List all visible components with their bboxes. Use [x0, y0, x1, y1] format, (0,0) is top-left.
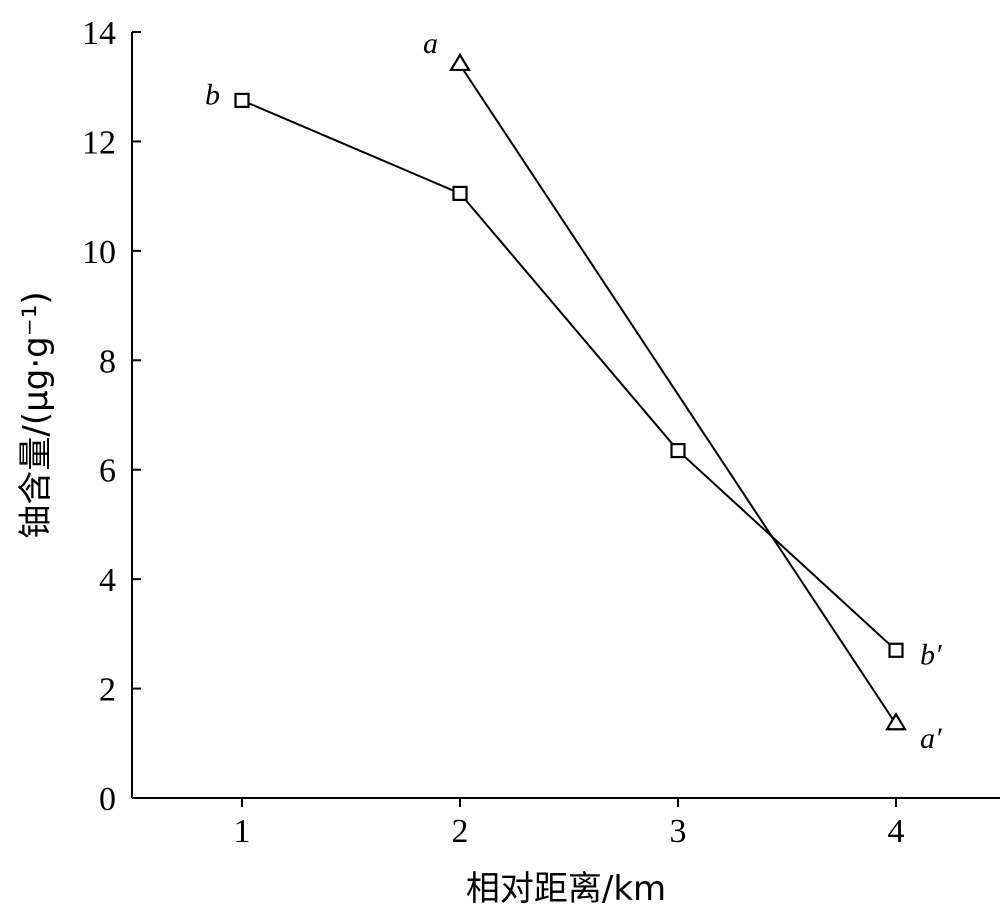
- x-tick-label: 2: [452, 813, 469, 850]
- triangle-marker: [449, 52, 471, 72]
- series-layer: a a′ b b′: [205, 27, 942, 755]
- series-line-square: [241, 99, 897, 652]
- series-triangle: a a′: [423, 27, 942, 755]
- y-tick-label: 6: [99, 453, 116, 490]
- y-tick-label: 8: [99, 343, 116, 380]
- series-start-label: b: [205, 78, 220, 111]
- series-start-label: a: [423, 27, 438, 60]
- x-tick-label: 4: [888, 813, 905, 850]
- x-tick-label: 1: [234, 813, 251, 850]
- series-line-triangle: [459, 64, 897, 725]
- square-marker: [670, 442, 686, 459]
- y-tick-label: 2: [99, 672, 116, 709]
- y-tick-label: 0: [99, 781, 116, 818]
- y-tick-label: 4: [99, 562, 116, 599]
- triangle-marker: [885, 712, 907, 731]
- series-end-label: b′: [920, 638, 942, 671]
- y-axis-title: 铀含量/(μg·g⁻¹): [16, 291, 56, 538]
- y-tick-label: 10: [82, 234, 116, 271]
- x-axis-title: 相对距离/km: [466, 869, 666, 909]
- square-marker: [888, 642, 904, 658]
- y-tick-label: 12: [82, 124, 116, 161]
- square-marker: [452, 185, 468, 202]
- x-tick-label: 3: [670, 813, 687, 850]
- series-end-label: a′: [920, 722, 942, 755]
- y-tick-label: 14: [82, 15, 116, 52]
- series-square: b b′: [205, 78, 942, 671]
- square-marker: [234, 92, 250, 108]
- axes: [131, 32, 1000, 799]
